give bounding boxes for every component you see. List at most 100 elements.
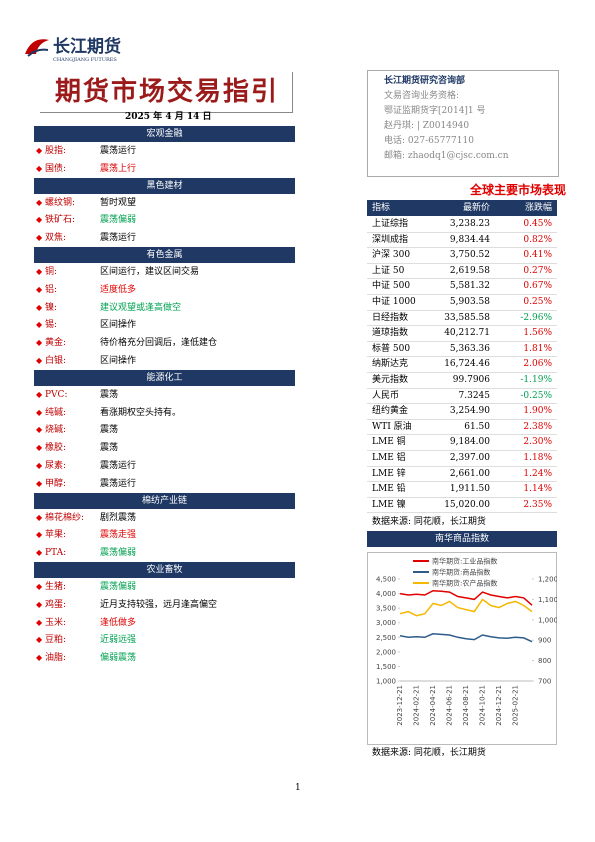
contact-box	[367, 70, 559, 177]
y-tick-label: 4,000	[376, 590, 396, 598]
table-cell: 1.18%	[523, 453, 552, 463]
table-cell: 5,581.32	[449, 281, 490, 292]
row-line	[367, 465, 557, 467]
x-tick-label: 2024-06-21	[446, 685, 454, 726]
item-view: 震荡运行	[100, 461, 137, 471]
bullet: ◆	[36, 617, 43, 627]
bullet: ◆	[36, 302, 43, 312]
row-line	[367, 294, 557, 295]
bullet: ◆	[36, 163, 43, 173]
item-view: 偏弱震荡	[100, 653, 137, 664]
table-cell: 2,619.58	[449, 265, 490, 276]
row-line	[367, 418, 557, 420]
item-name: 甲醇:	[45, 478, 67, 489]
table-cell: 中证 1000	[372, 297, 416, 307]
bullet: ◆	[36, 267, 43, 276]
table-cell: 9,184.00	[449, 437, 490, 448]
table-cell: 99.7906	[452, 375, 490, 385]
table-cell: 2.06%	[523, 359, 552, 370]
legend-label: 南华期货:农产品指数	[432, 579, 497, 588]
bullet: ◆	[36, 461, 43, 470]
section-heading: 棉纺产业链	[34, 492, 295, 509]
y2-tick-label: 1,100	[538, 596, 557, 604]
table-cell: LME 锌	[372, 468, 406, 479]
table-cell: 5,363.36	[449, 343, 490, 354]
bullet: ◆	[36, 320, 43, 330]
row-line	[367, 262, 557, 264]
item-name: PTA:	[45, 548, 67, 559]
bullet: ◆	[36, 233, 43, 243]
row-line	[367, 231, 557, 233]
table-cell: 2,661.00	[449, 468, 490, 479]
x-tick-label: 2024-02-21	[413, 685, 421, 726]
table-cell: 9,834.44	[449, 234, 490, 245]
item-name: 棉花棉纱:	[45, 512, 85, 523]
bullet: ◆	[36, 653, 43, 663]
y-tick-label: 3,500	[376, 605, 396, 613]
table-cell: 0.25%	[523, 297, 552, 307]
item-view: 近弱远强	[100, 635, 137, 646]
table-header: 最新价	[462, 203, 490, 213]
bullet: ◆	[36, 407, 43, 417]
item-view: 震荡	[100, 389, 119, 400]
bullet: ◆	[36, 146, 43, 155]
line-series	[399, 589, 533, 606]
bullet: ◆	[36, 635, 43, 645]
item-name: 黄金:	[45, 338, 67, 349]
item-view: 看涨期权空头持有。	[100, 407, 182, 418]
page-number: 1	[295, 783, 301, 793]
table-cell: 0.27%	[523, 265, 552, 276]
table-cell: 33,585.58	[444, 312, 490, 323]
bullet: ◆	[36, 215, 43, 225]
item-view: 震荡运行	[100, 478, 137, 489]
table-cell: 人民币	[372, 390, 400, 401]
bullet: ◆	[36, 478, 43, 488]
section-heading: 黑色建材	[34, 177, 295, 194]
contact-line: 电话: 027-65777110	[384, 136, 474, 146]
table-cell: 0.67%	[523, 281, 552, 292]
item-name: 国债:	[45, 163, 67, 174]
table-cell: -1.19%	[520, 375, 552, 385]
table-header: 涨跌幅	[524, 203, 552, 213]
bullet: ◆	[36, 338, 43, 348]
row-line	[367, 450, 557, 451]
table-cell: 16,724.46	[444, 359, 490, 370]
table-header-bg	[367, 200, 557, 216]
y-tick-label: 2,000	[376, 648, 396, 656]
table-cell: 61.50	[464, 421, 490, 432]
item-name: 烧碱:	[45, 425, 67, 436]
x-tick-label: 2025-02-21	[512, 685, 520, 726]
item-name: 铝:	[45, 284, 58, 295]
item-name: 尿素:	[45, 461, 67, 471]
table-cell: 3,238.23	[449, 219, 490, 229]
section-heading: 农业畜牧	[34, 562, 295, 578]
contact-line: 邮箱: zhaodq1@cjsc.com.cn	[384, 151, 509, 161]
row-line	[367, 372, 557, 373]
bullet: ◆	[36, 443, 43, 453]
table-cell: 上证 50	[372, 265, 405, 276]
bullet: ◆	[36, 356, 43, 365]
section-heading: 能源化工	[34, 369, 295, 386]
table-cell: WTI 原油	[372, 421, 412, 432]
table-cell: 3,254.90	[449, 406, 490, 417]
bullet: ◆	[36, 389, 43, 399]
table-cell: 7.3245	[458, 390, 491, 401]
item-name: 纯碱:	[45, 407, 67, 418]
table-cell: 日经指数	[372, 312, 409, 323]
y2-tick-label: 800	[538, 657, 551, 665]
table-cell: 15,020.00	[444, 499, 490, 510]
row-line	[367, 309, 557, 311]
table-header: 指标	[372, 203, 391, 213]
item-view: 剧烈震荡	[100, 512, 137, 523]
bullet: ◆	[36, 548, 43, 558]
table-cell: -0.25%	[520, 390, 552, 401]
table-cell: 1.14%	[523, 484, 552, 495]
item-view: 震荡偏弱	[100, 582, 137, 592]
section-heading: 宏观金融	[34, 126, 295, 142]
table-cell: 40,212.71	[444, 328, 490, 339]
table-cell: 0.82%	[523, 234, 552, 245]
item-name: 锡:	[45, 320, 58, 331]
item-name: 双焦:	[45, 233, 67, 244]
bullet: ◆	[36, 197, 43, 207]
